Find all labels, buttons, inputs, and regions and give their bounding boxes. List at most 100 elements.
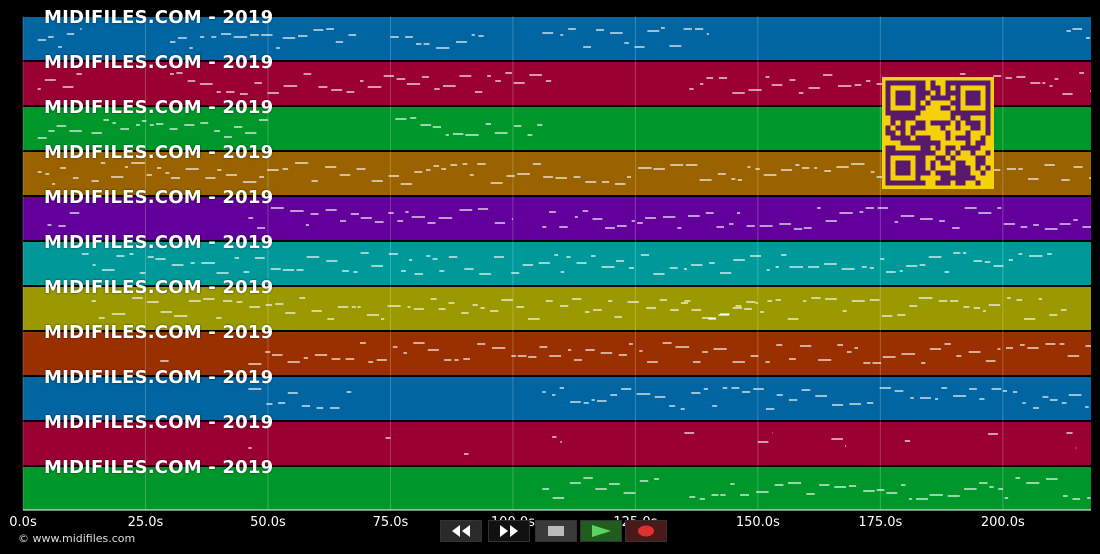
qr-module [945, 160, 951, 166]
qr-module [950, 90, 956, 96]
qr-module [915, 105, 921, 111]
qr-module [980, 110, 986, 116]
qr-module [885, 145, 891, 151]
qr-module [985, 105, 991, 111]
qr-module [895, 115, 901, 121]
qr-module [975, 125, 981, 131]
qr-module [945, 85, 951, 91]
stop-button[interactable] [535, 520, 577, 542]
qr-module [910, 150, 916, 156]
qr-module [965, 90, 971, 96]
qr-module [970, 120, 976, 126]
tick-label: 50.0s [250, 515, 286, 530]
qr-module [985, 90, 991, 96]
qr-module [920, 120, 926, 126]
qr-module [920, 85, 926, 91]
qr-module [895, 80, 901, 86]
qr-module [890, 145, 896, 151]
qr-module [965, 80, 971, 86]
qr-module [890, 120, 896, 126]
qr-module [960, 170, 966, 176]
qr-module [885, 110, 891, 116]
qr-module [925, 140, 931, 146]
track-label: MIDIFILES.COM - 2019 [44, 187, 274, 208]
qr-module [965, 135, 971, 141]
qr-module [910, 180, 916, 186]
qr-module [950, 100, 956, 106]
qr-module [920, 170, 926, 176]
qr-module [920, 125, 926, 131]
qr-module [905, 170, 911, 176]
qr-module [885, 125, 891, 131]
copyright-text: © www.midifiles.com [18, 532, 136, 545]
qr-module [915, 135, 921, 141]
qr-module [980, 135, 986, 141]
qr-module [915, 80, 921, 86]
qr-code-graphic [882, 77, 994, 189]
qr-module [975, 95, 981, 101]
qr-module [975, 120, 981, 126]
qr-module [975, 160, 981, 166]
qr-module [915, 140, 921, 146]
qr-module [960, 80, 966, 86]
qr-module [930, 80, 936, 86]
track-lane [23, 422, 1091, 465]
qr-module [905, 140, 911, 146]
qr-module [970, 175, 976, 181]
qr-module [915, 175, 921, 181]
qr-module [935, 180, 941, 186]
rewind-icon [452, 525, 470, 537]
qr-module [920, 145, 926, 151]
qr-module [905, 100, 911, 106]
record-button[interactable] [625, 520, 667, 542]
qr-module [935, 140, 941, 146]
qr-module [910, 140, 916, 146]
qr-module [955, 85, 961, 91]
qr-module [950, 145, 956, 151]
qr-module [930, 95, 936, 101]
qr-module [915, 165, 921, 171]
qr-module [945, 170, 951, 176]
track-label: MIDIFILES.COM - 2019 [44, 142, 274, 163]
qr-module [915, 180, 921, 186]
qr-module [905, 135, 911, 141]
track-lane [23, 17, 1091, 60]
qr-module [910, 80, 916, 86]
qr-module [915, 110, 921, 116]
qr-module [935, 85, 941, 91]
track-label: MIDIFILES.COM - 2019 [44, 367, 274, 388]
qr-module [920, 150, 926, 156]
qr-module [970, 110, 976, 116]
qr-module [895, 180, 901, 186]
qr-module [980, 155, 986, 161]
qr-module [975, 90, 981, 96]
qr-module [900, 120, 906, 126]
tick-label: 25.0s [127, 515, 164, 530]
qr-module [895, 95, 901, 101]
qr-module [895, 100, 901, 106]
qr-module [955, 120, 961, 126]
qr-module [985, 100, 991, 106]
qr-module [935, 145, 941, 151]
play-button[interactable] [580, 520, 622, 542]
track-label: MIDIFILES.COM - 2019 [44, 277, 274, 298]
track-label: MIDIFILES.COM - 2019 [44, 322, 274, 343]
qr-module [930, 140, 936, 146]
qr-module [945, 130, 951, 136]
rewind-button[interactable] [440, 520, 482, 542]
qr-module [975, 80, 981, 86]
qr-module [985, 125, 991, 131]
tick-label: 0.0s [9, 515, 37, 530]
qr-module [885, 175, 891, 181]
qr-module [915, 160, 921, 166]
qr-module [885, 85, 891, 91]
qr-module [965, 130, 971, 136]
qr-module [900, 115, 906, 121]
qr-module [940, 95, 946, 101]
qr-module [940, 155, 946, 161]
qr-module [895, 170, 901, 176]
qr-module [885, 130, 891, 136]
qr-module [950, 155, 956, 161]
play-icon [592, 525, 611, 537]
fast-forward-button[interactable] [488, 520, 530, 542]
